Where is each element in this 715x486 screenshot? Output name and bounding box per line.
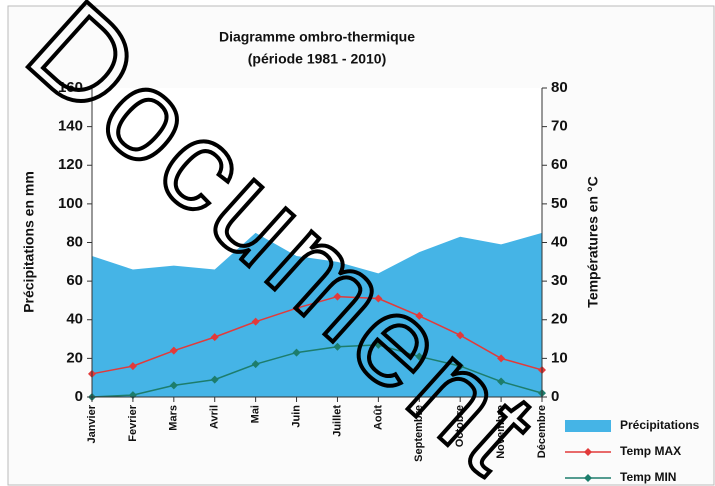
legend-marker	[584, 474, 592, 482]
temperature-marker	[374, 294, 383, 303]
x-tick-label: Novembre	[495, 405, 507, 459]
y2-tick-label: 50	[551, 195, 568, 212]
temperature-line	[91, 344, 543, 398]
temperature-marker	[374, 340, 383, 349]
y2-tick-label: 60	[551, 156, 568, 173]
y2-tick-label: 30	[551, 272, 568, 289]
chart-title: Diagramme ombro-thermique	[219, 29, 415, 45]
temperature-marker	[128, 362, 137, 371]
legend-label: Temp MAX	[620, 444, 681, 458]
x-tick-label: Décembre	[536, 405, 548, 458]
x-tick-label: Octobre	[454, 405, 466, 447]
x-tick-label: Août	[372, 405, 384, 430]
temperature-marker	[251, 317, 260, 326]
x-tick-label: Mai	[250, 405, 262, 423]
y-tick-label: 120	[58, 156, 83, 173]
temperature-marker	[292, 304, 301, 313]
y-tick-label: 40	[66, 311, 83, 328]
precipitation-area	[92, 232, 542, 397]
temperature-marker	[333, 342, 342, 351]
chart-subtitle: (période 1981 - 2010)	[248, 51, 387, 67]
legend-marker	[584, 448, 592, 456]
y2-tick-label: 80	[551, 79, 568, 96]
temperature-marker	[333, 292, 342, 301]
y2-tick-label: 40	[551, 233, 568, 250]
y2-axis-label: Températures en °C	[585, 176, 601, 307]
temperature-marker	[292, 348, 301, 357]
temperature-marker	[251, 360, 260, 369]
x-tick-label: Fevrier	[127, 404, 139, 441]
x-tick-label: Septembre	[413, 405, 425, 462]
y-tick-label: 80	[66, 233, 83, 250]
y-tick-label: 60	[66, 272, 83, 289]
legend-label: Temp MIN	[620, 470, 676, 484]
temperature-marker	[210, 333, 219, 342]
legend-swatch	[565, 420, 611, 432]
legend-label: Précipitations	[620, 418, 700, 432]
y2-tick-label: 70	[551, 118, 568, 135]
x-tick-label: Mars	[168, 405, 180, 431]
x-tick-label: Janvier	[86, 404, 98, 443]
temperature-marker	[210, 375, 219, 384]
y-tick-label: 20	[66, 349, 83, 366]
y-tick-label: 160	[58, 79, 83, 96]
temperature-marker	[497, 354, 506, 363]
y2-tick-label: 10	[551, 349, 568, 366]
y-tick-label: 140	[58, 118, 83, 135]
y-tick-label: 100	[58, 195, 83, 212]
y-tick-label: 0	[75, 388, 83, 405]
x-tick-label: Juin	[290, 405, 302, 428]
temperature-marker	[169, 381, 178, 390]
temperature-marker	[456, 362, 465, 371]
temperature-marker	[169, 346, 178, 355]
x-tick-label: Juillet	[331, 405, 343, 437]
y-axis-label: Précipitations en mm	[21, 171, 37, 313]
temperature-marker	[456, 331, 465, 340]
y2-tick-label: 0	[551, 388, 559, 405]
y2-tick-label: 20	[551, 311, 568, 328]
temperature-marker	[415, 352, 424, 361]
x-tick-label: Avril	[209, 405, 221, 429]
temperature-marker	[497, 377, 506, 386]
temperature-line	[91, 295, 543, 375]
temperature-marker	[415, 311, 424, 320]
